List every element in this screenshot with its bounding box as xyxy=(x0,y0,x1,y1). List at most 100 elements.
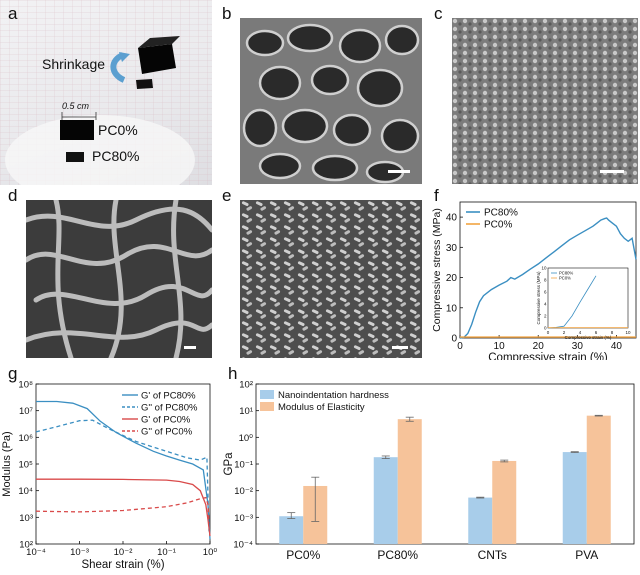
legend-label: PC80% xyxy=(484,208,518,219)
x-category-label: PVA xyxy=(575,548,598,562)
panel-label-a: a xyxy=(8,4,18,23)
x-tick-label: 10⁻² xyxy=(114,547,133,558)
inset-x-tick-label: 8 xyxy=(611,330,614,335)
series-line-3 xyxy=(35,496,210,524)
sample-block-small xyxy=(136,79,153,89)
scale-bar xyxy=(388,170,410,173)
x-category-label: PC80% xyxy=(377,548,418,562)
panel-f: f 0 10 20 30 40 0 10 20 30 40 Compressive strain (… xyxy=(428,186,640,360)
legend-label: G' of PC0% xyxy=(141,415,191,426)
bar-1-2 xyxy=(492,460,517,544)
y-tick-label: 10⁸ xyxy=(18,380,33,391)
panel-b: b xyxy=(214,0,424,185)
bar-0-3 xyxy=(562,452,587,544)
y-tick-label: 10⁻² xyxy=(234,486,253,497)
chart-h: 10⁻⁴ 10⁻³ 10⁻² 10⁻¹ 10⁰ 10¹ 10² GPa PC0% PC80% CNT… xyxy=(223,380,635,562)
inset-y-tick-label: 2 xyxy=(544,314,547,319)
grid-paper xyxy=(0,0,212,185)
y-tick-label: 40 xyxy=(446,213,458,224)
panel-h: h 10⁻⁴ 10⁻³ 10⁻² 10⁻¹ 10⁰ 10¹ 10² GPa PC0% PC80% C… xyxy=(222,362,640,575)
x-tick-label: 10⁰ xyxy=(203,547,218,558)
inset-y-tick-label: 6 xyxy=(544,290,547,295)
panel-label-c: c xyxy=(434,4,443,23)
legend-label: G'' of PC80% xyxy=(141,403,198,414)
y-tick-label: 10⁰ xyxy=(239,433,254,444)
inset-x-tick-label: 0 xyxy=(547,330,550,335)
legend-label: G'' of PC0% xyxy=(141,427,193,438)
inset-y-axis-label: Compressive stress (MPa) xyxy=(536,271,541,325)
legend-label: PC0% xyxy=(484,220,512,231)
y-tick-label: 10³ xyxy=(19,513,33,524)
panel-label-e: e xyxy=(222,186,232,205)
inset-y-tick-label: 0 xyxy=(544,326,547,331)
x-category-label: PC0% xyxy=(286,548,320,562)
inset-x-tick-label: 4 xyxy=(579,330,582,335)
sample-label-pc80: PC80% xyxy=(92,148,140,164)
panel-label-d: d xyxy=(8,186,18,205)
y-tick-label: 10⁵ xyxy=(18,460,33,471)
x-axis-label: Compressive strain (%) xyxy=(488,352,608,360)
x-tick-label: 10⁻⁴ xyxy=(26,547,46,558)
y-tick-label: 10⁻⁴ xyxy=(233,540,253,551)
bar-0-0 xyxy=(279,516,304,544)
series-line-0 xyxy=(36,400,211,540)
plot-frame xyxy=(459,201,637,339)
scale-text: 0.5 cm xyxy=(62,101,90,111)
inset-legend-label: PC80% xyxy=(559,271,573,276)
bar-0-2 xyxy=(468,497,493,544)
y-tick-label: 30 xyxy=(446,243,458,254)
y-tick-label: 10⁷ xyxy=(19,406,34,417)
y-axis-label: Compressive stress (MPa) xyxy=(431,208,443,332)
panel-d: d xyxy=(0,186,212,360)
y-tick-label: 20 xyxy=(446,273,458,284)
series-line-PC80 xyxy=(459,217,637,339)
sem-image-d xyxy=(26,200,212,358)
y-tick-label: 10⁶ xyxy=(19,433,34,444)
legend-swatch xyxy=(260,402,274,411)
sample-pc0 xyxy=(60,120,94,140)
inset-y-tick-label: 8 xyxy=(544,278,547,283)
sem-image-b xyxy=(240,18,422,184)
bar-1-3 xyxy=(586,415,611,544)
y-tick-label: 10⁻¹ xyxy=(234,460,253,471)
x-tick-label: 10 xyxy=(494,341,506,352)
inset-y-tick-label: 4 xyxy=(544,302,547,307)
bar-0-1 xyxy=(373,457,398,544)
panel-a: a Shrinkage 0.5 cm PC0% PC80% xyxy=(0,0,212,185)
y-axis-label: Modulus (Pa) xyxy=(1,431,13,496)
bar-1-1 xyxy=(397,419,422,544)
y-tick-label: 10⁴ xyxy=(18,486,33,497)
scale-bar xyxy=(600,170,624,173)
y-axis-label: GPa xyxy=(223,452,235,476)
x-tick-label: 0 xyxy=(457,341,463,352)
inset-y-tick-label: 10 xyxy=(541,266,547,271)
y-tick-label: 10² xyxy=(239,380,253,391)
y-tick-label: 10¹ xyxy=(239,406,253,417)
inset-x-axis-label: Compressive strain (%) xyxy=(565,335,612,340)
photo-shrinkage xyxy=(0,0,212,185)
panel-c: c xyxy=(428,0,640,185)
legend-label: G' of PC80% xyxy=(141,391,196,402)
panel-label-b: b xyxy=(222,4,232,23)
series-line-1 xyxy=(35,419,210,532)
shrinkage-label: Shrinkage xyxy=(42,56,106,72)
scale-bar xyxy=(184,346,196,349)
x-tick-label: 10⁻¹ xyxy=(157,547,176,558)
sample-pc80 xyxy=(66,152,84,162)
x-axis-label: Shear strain (%) xyxy=(81,559,164,571)
inset-x-tick-label: 10 xyxy=(625,330,631,335)
panel-g: g 10⁻⁴ 10⁻³ 10⁻² 10⁻¹ 10⁰ 10² 10³ 10⁴ 10⁵ 10⁶ 10⁷ 1… xyxy=(0,362,220,575)
y-tick-label: 10⁻³ xyxy=(234,513,253,524)
sem-image-c xyxy=(452,18,638,184)
x-tick-label: 20 xyxy=(533,341,545,352)
legend-swatch xyxy=(260,390,274,399)
x-tick-label: 30 xyxy=(572,341,584,352)
sem-image-e xyxy=(240,200,422,358)
y-tick-label: 0 xyxy=(451,334,457,345)
sample-label-pc0: PC0% xyxy=(98,122,138,138)
panel-e: e xyxy=(214,186,424,360)
sample-block-large xyxy=(138,44,176,74)
series-line-2 xyxy=(36,478,211,537)
legend-label: Nanoindentation hardness xyxy=(278,390,389,401)
